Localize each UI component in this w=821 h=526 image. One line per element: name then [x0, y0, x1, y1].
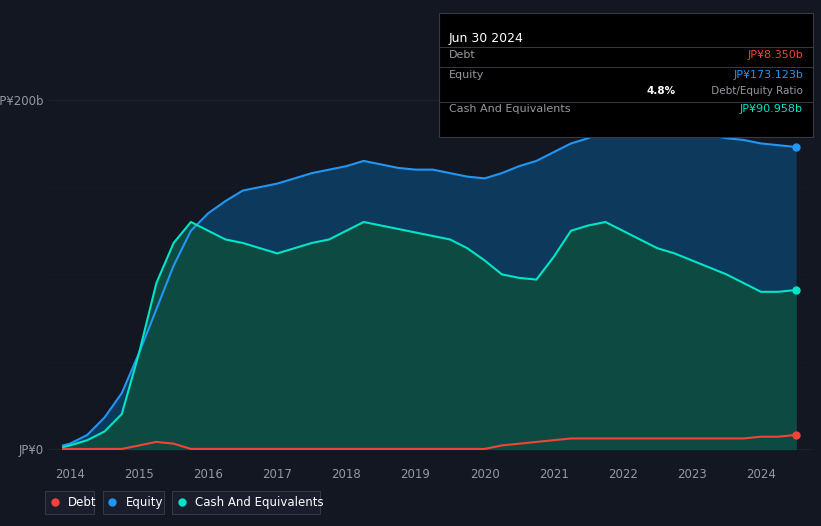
Text: Debt/Equity Ratio: Debt/Equity Ratio — [708, 86, 803, 96]
Text: Cash And Equivalents: Cash And Equivalents — [195, 496, 324, 509]
Text: 4.8%: 4.8% — [647, 86, 676, 96]
Text: JP¥173.123b: JP¥173.123b — [733, 70, 803, 80]
Point — [789, 286, 802, 294]
Text: Cash And Equivalents: Cash And Equivalents — [449, 104, 571, 114]
Point — [789, 431, 802, 439]
Text: Equity: Equity — [126, 496, 163, 509]
Text: JP¥8.350b: JP¥8.350b — [747, 50, 803, 60]
Text: Debt: Debt — [68, 496, 97, 509]
Point — [789, 143, 802, 151]
Text: JP¥90.958b: JP¥90.958b — [740, 104, 803, 114]
Text: Jun 30 2024: Jun 30 2024 — [449, 32, 524, 45]
Text: Debt: Debt — [449, 50, 476, 60]
Text: Equity: Equity — [449, 70, 484, 80]
